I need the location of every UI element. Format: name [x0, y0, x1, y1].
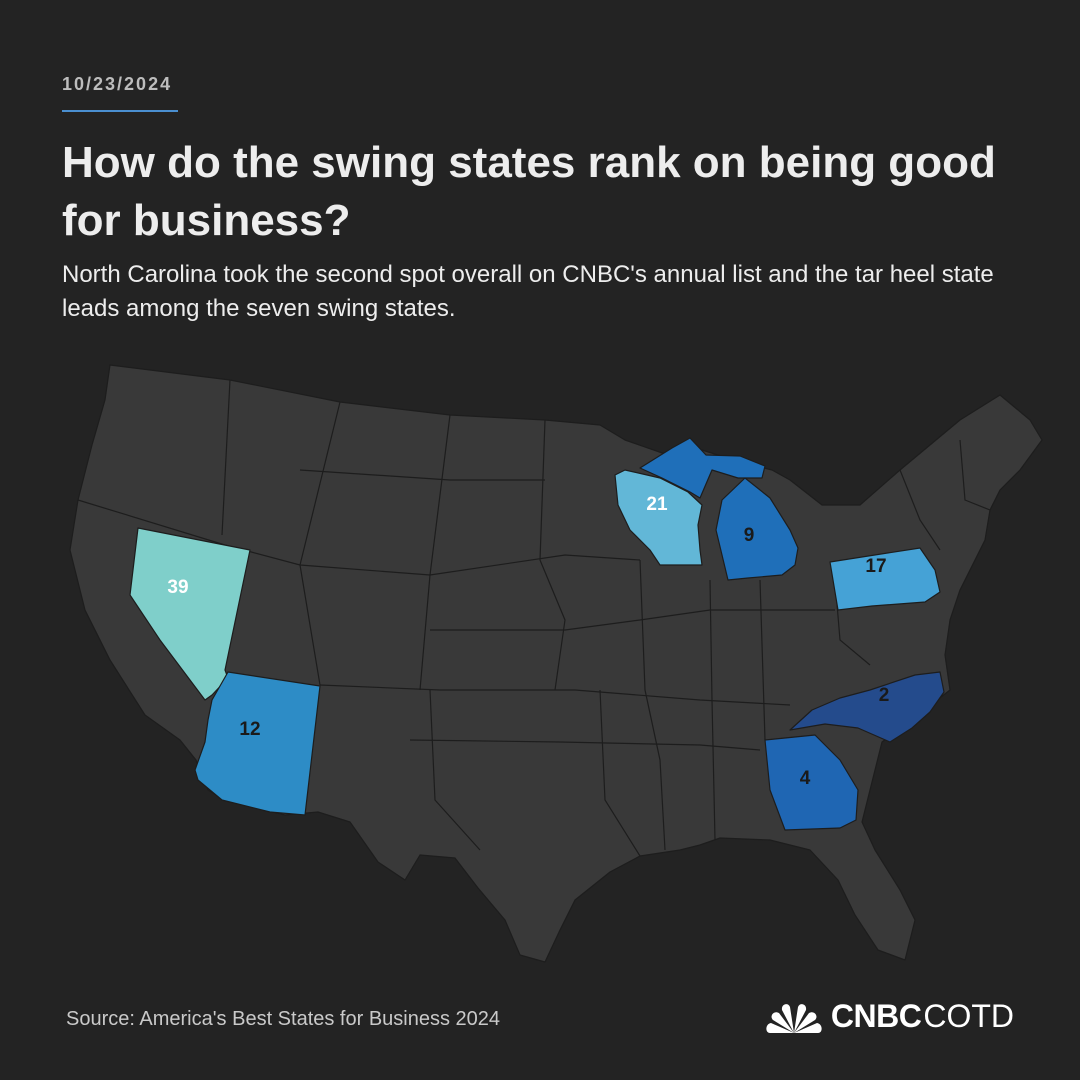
rank-label-michigan: 9: [744, 525, 755, 546]
border-line: [299, 401, 341, 686]
border-line: [299, 469, 545, 481]
source-note: Source: America's Best States for Busine…: [66, 1008, 501, 1030]
swing-states: [129, 437, 945, 831]
state-arizona: [194, 671, 321, 816]
state-north-carolina: [789, 671, 945, 743]
state-pennsylvania: [829, 547, 941, 611]
border-line: [77, 499, 641, 576]
border-line: [899, 469, 941, 551]
border-line: [419, 414, 451, 691]
rank-label-pennsylvania: 17: [865, 556, 886, 577]
border-line: [599, 689, 641, 857]
border-line: [319, 684, 791, 706]
rank-label-north-carolina: 2: [879, 685, 890, 706]
date-label: 10/23/2024: [62, 74, 173, 94]
rank-labels: 39 12 21 9 17 2 4: [167, 494, 889, 789]
state-nevada: [129, 527, 251, 701]
border-line: [759, 579, 766, 741]
border-line: [429, 689, 481, 851]
border-line: [221, 379, 231, 536]
border-line: [639, 559, 666, 851]
state-michigan-lower: [715, 477, 799, 581]
headline: How do the swing states rank on being go…: [62, 138, 996, 245]
rank-label-arizona: 12: [239, 719, 260, 740]
border-line: [539, 419, 566, 691]
state-michigan-upper: [639, 437, 766, 499]
brand-logo: CNBC COTD: [765, 998, 1014, 1035]
state-georgia: [764, 734, 859, 831]
brand-cnbc: CNBC: [830, 998, 922, 1034]
border-line: [430, 609, 835, 631]
date-divider: [62, 110, 178, 112]
state-borders: [77, 379, 991, 857]
us-map: 39 12 21 9 17 2 4: [69, 364, 1043, 963]
border-line: [709, 579, 716, 841]
rank-label-georgia: 4: [800, 768, 811, 789]
rank-label-wisconsin: 21: [646, 494, 668, 515]
border-line: [409, 739, 761, 751]
border-line: [959, 439, 991, 511]
rank-label-nevada: 39: [167, 577, 188, 598]
subheadline: North Carolina took the second spot over…: [62, 261, 994, 322]
brand-cotd: COTD: [923, 998, 1014, 1034]
nbc-peacock-icon: [766, 1003, 822, 1033]
state-wisconsin: [614, 469, 703, 566]
